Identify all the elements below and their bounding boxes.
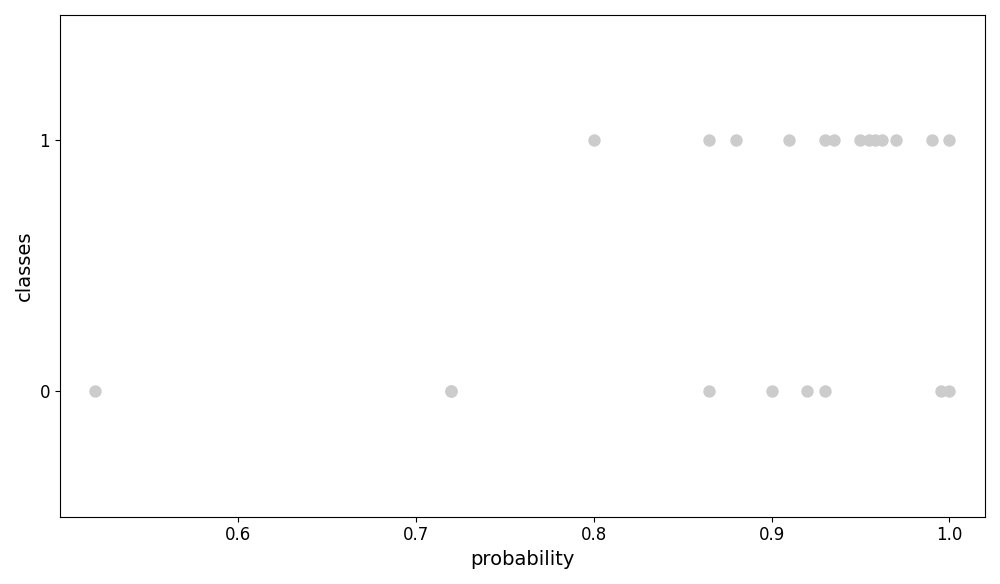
Point <box>799 387 815 396</box>
Point <box>852 135 868 145</box>
Point <box>874 135 890 145</box>
Point <box>826 135 842 145</box>
Point <box>941 135 957 145</box>
Point <box>861 135 877 145</box>
Point <box>764 387 780 396</box>
Point <box>586 135 602 145</box>
Point <box>781 135 797 145</box>
Point <box>443 387 459 396</box>
X-axis label: probability: probability <box>470 550 575 569</box>
Point <box>924 135 940 145</box>
Point <box>701 135 717 145</box>
Y-axis label: classes: classes <box>15 231 34 301</box>
Point <box>941 387 957 396</box>
Point <box>443 387 459 396</box>
Point <box>933 387 949 396</box>
Point <box>867 135 883 145</box>
Point <box>87 387 103 396</box>
Point <box>888 135 904 145</box>
Point <box>817 135 833 145</box>
Point <box>817 387 833 396</box>
Point <box>728 135 744 145</box>
Point <box>701 387 717 396</box>
